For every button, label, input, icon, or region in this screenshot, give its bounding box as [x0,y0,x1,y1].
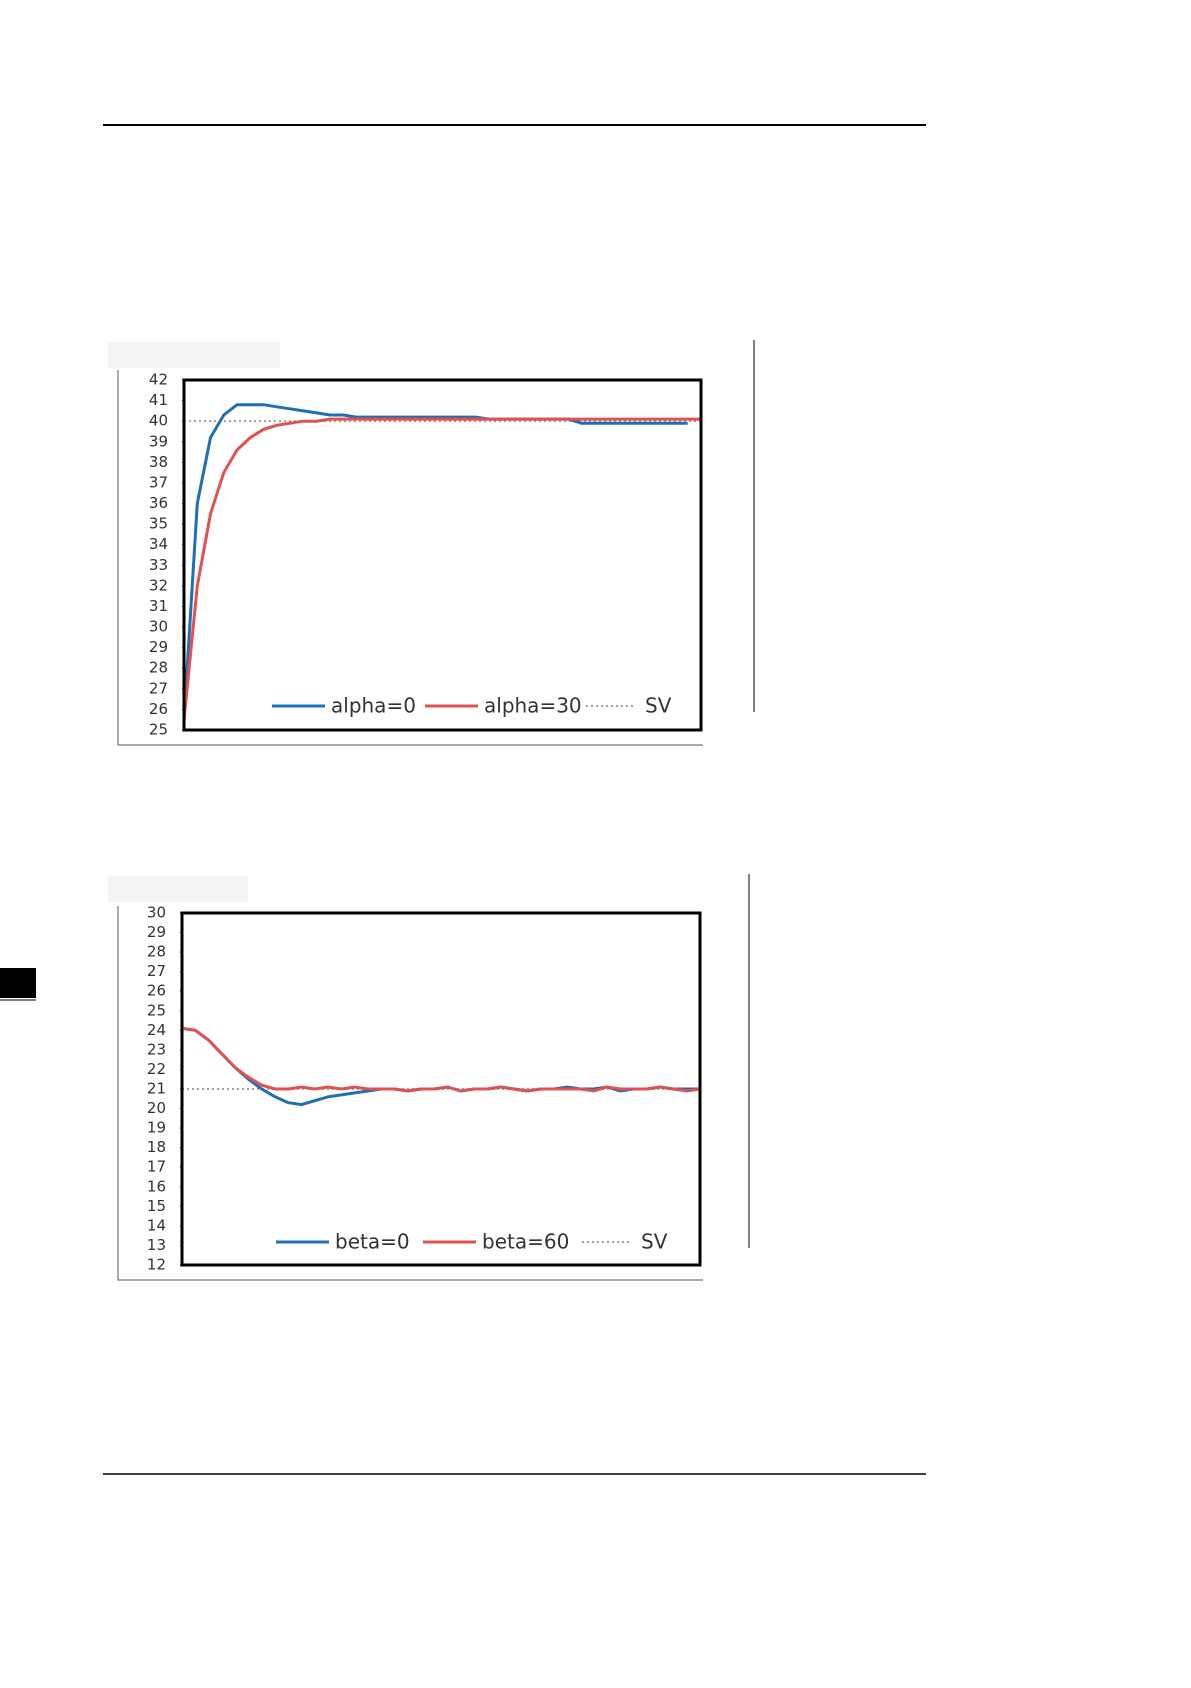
figure-frame [117,370,703,746]
y-tick-label: 33 [149,556,168,574]
legend-label: alpha=30 [484,694,582,718]
y-tick-label: 12 [147,1256,166,1274]
y-tick-label: 40 [149,412,168,430]
series-line [181,1026,701,1093]
y-tick-label: 25 [147,1001,166,1019]
y-tick-label: 19 [147,1119,166,1137]
y-tick-label: 22 [147,1060,166,1078]
y-tick-label: 39 [149,432,168,450]
series-line [181,1026,700,1107]
y-tick-label: 29 [147,923,166,941]
y-tick-label: 35 [149,515,168,533]
y-tick-label: 31 [149,597,168,615]
legend-label: beta=60 [482,1230,569,1254]
caption-placeholder [108,876,248,902]
y-tick-label: 42 [149,371,168,389]
figure-frame [117,906,703,1281]
y-tick-label: 26 [147,982,166,1000]
y-tick-label: 30 [147,904,166,922]
y-tick-label: 14 [147,1216,166,1234]
caption-placeholder [108,342,280,368]
y-tick-label: 29 [149,638,168,656]
y-tick-label: 21 [147,1080,166,1098]
y-tick-label: 24 [147,1021,166,1039]
y-tick-label: 28 [147,943,166,961]
y-tick-label: 15 [147,1197,166,1215]
charts: 252627282930313233343536373839404142alph… [147,371,703,1274]
y-tick-label: 38 [149,453,168,471]
y-tick-label: 36 [149,494,168,512]
y-tick-label: 27 [149,679,168,697]
y-tick-label: 28 [149,659,168,677]
plot-frame [182,378,703,732]
y-tick-label: 34 [149,535,168,553]
legend-label: SV [645,694,672,718]
y-tick-label: 25 [149,721,168,739]
y-tick-label: 27 [147,962,166,980]
series-line [182,403,688,720]
series-line [182,417,701,720]
plot-frame [180,911,702,1267]
y-tick-label: 13 [147,1236,166,1254]
y-tick-label: 30 [149,618,168,636]
legend-label: SV [641,1230,668,1254]
y-tick-label: 18 [147,1138,166,1156]
side-tab [0,968,36,998]
y-tick-label: 23 [147,1040,166,1058]
y-tick-label: 37 [149,473,168,491]
y-tick-label: 20 [147,1099,166,1117]
legend-label: beta=0 [335,1230,410,1254]
y-tick-label: 41 [149,391,168,409]
y-tick-label: 17 [147,1158,166,1176]
y-tick-label: 16 [147,1177,166,1195]
y-tick-label: 26 [149,700,168,718]
y-tick-label: 32 [149,576,168,594]
legend-label: alpha=0 [331,694,416,718]
